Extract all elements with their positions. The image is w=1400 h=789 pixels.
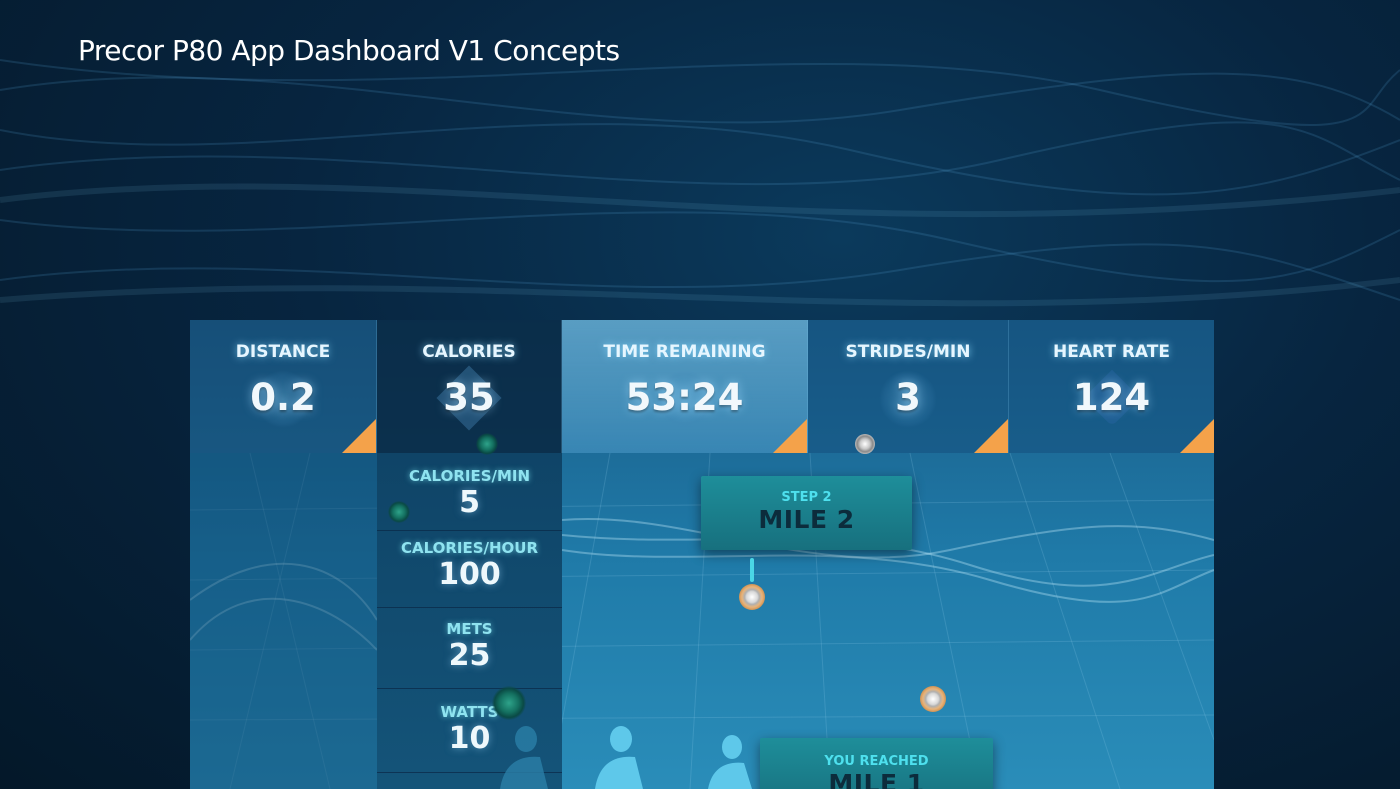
stat-time-remaining[interactable]: TIME REMAINING 53:24 <box>562 320 808 453</box>
stat-value: 53:24 <box>625 376 744 419</box>
metric-calories-hour[interactable]: CALORIES/HOUR 100 <box>377 531 562 608</box>
corner-tab <box>773 419 807 453</box>
runner-icon <box>595 726 643 789</box>
stat-label: STRIDES/MIN <box>845 342 971 362</box>
corner-tab <box>1180 419 1214 453</box>
stat-heart-rate[interactable]: HEART RATE 124 <box>1009 320 1214 453</box>
metric-label: CALORIES/MIN <box>408 467 531 485</box>
stat-label: HEART RATE <box>1053 342 1170 362</box>
progress-marker <box>492 686 526 720</box>
stat-value: 124 <box>1072 376 1151 419</box>
dashboard-panel: DISTANCE 0.2 CALORIES 35 TIME REMAINING … <box>190 320 1214 789</box>
callout-connector <box>750 558 754 582</box>
step-callout[interactable]: STEP 2 MILE 2 <box>701 476 912 550</box>
progress-marker <box>388 501 410 523</box>
callout-reached-title: MILE 1 <box>828 769 925 789</box>
metric-label: CALORIES/HOUR <box>400 539 539 557</box>
runner-icon <box>500 726 548 789</box>
stat-label: CALORIES <box>422 342 516 362</box>
reached-callout[interactable]: YOU REACHED MILE 1 <box>760 738 993 789</box>
corner-tab <box>974 419 1008 453</box>
waypoint-marker[interactable] <box>739 584 765 610</box>
strides-icon <box>879 370 937 428</box>
metric-label: WATTS <box>440 703 499 721</box>
metric-calories-min[interactable]: CALORIES/MIN 5 <box>377 453 562 531</box>
page-title: Precor P80 App Dashboard V1 Concepts <box>78 34 620 67</box>
stat-calories[interactable]: CALORIES 35 <box>377 320 562 453</box>
stat-value: 3 <box>895 376 921 419</box>
waypoint-marker[interactable] <box>920 686 946 712</box>
stat-value: 35 <box>443 376 495 419</box>
metric-value: 100 <box>438 557 501 592</box>
runner-icon <box>708 735 752 789</box>
clock-icon <box>655 370 714 428</box>
metric-value: 25 <box>448 638 491 673</box>
stat-strides-min[interactable]: STRIDES/MIN 3 <box>808 320 1009 453</box>
distance-icon <box>254 370 312 428</box>
progress-marker <box>476 433 498 455</box>
stat-value: 0.2 <box>250 376 316 419</box>
stat-label: DISTANCE <box>235 342 331 362</box>
metric-watts[interactable]: WATTS 10 <box>377 689 562 773</box>
stat-label: TIME REMAINING <box>603 342 766 362</box>
stats-row: DISTANCE 0.2 CALORIES 35 TIME REMAINING … <box>190 320 1214 453</box>
waypoint-marker <box>855 434 875 454</box>
metric-value: 5 <box>459 485 480 520</box>
callout-step-label: STEP 2 <box>781 490 832 505</box>
callout-reached-label: YOU REACHED <box>824 754 929 769</box>
stat-distance[interactable]: DISTANCE 0.2 <box>190 320 377 453</box>
metric-mets[interactable]: METS 25 <box>377 608 562 689</box>
callout-step-title: MILE 2 <box>758 505 855 534</box>
corner-tab <box>342 419 376 453</box>
metric-label: METS <box>446 620 493 638</box>
metric-value: 10 <box>448 721 491 756</box>
